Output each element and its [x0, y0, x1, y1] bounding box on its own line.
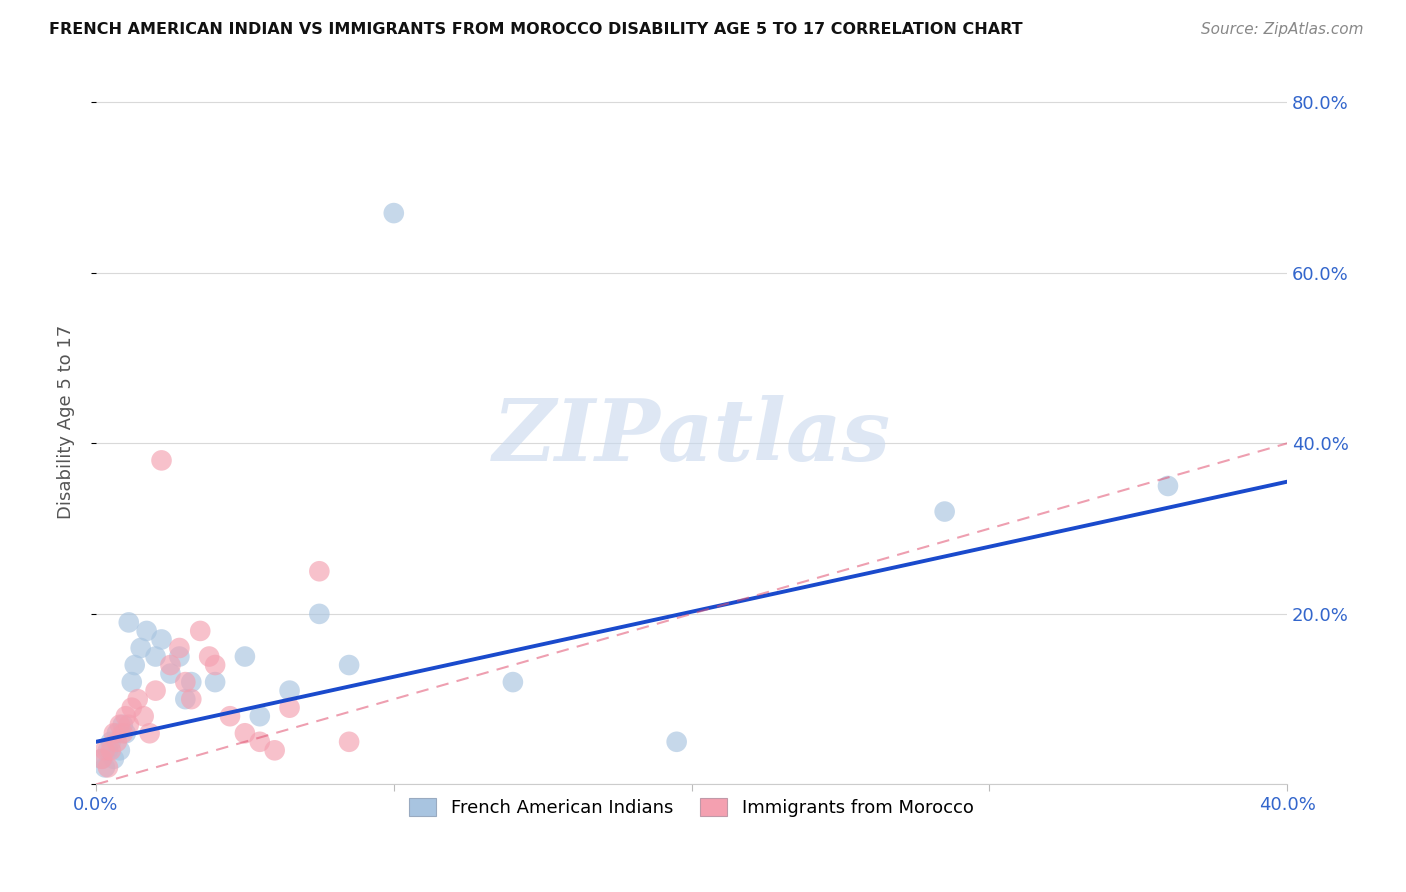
Point: [337, 658, 360, 673]
Point: [127, 692, 149, 706]
Point: [150, 453, 173, 467]
Point: [159, 658, 181, 673]
Point: [382, 206, 405, 220]
Point: [114, 709, 136, 723]
Point: [1157, 479, 1180, 493]
Point: [111, 717, 134, 731]
Point: [169, 649, 191, 664]
Point: [278, 700, 301, 714]
Point: [105, 735, 128, 749]
Point: [308, 607, 330, 621]
Point: [103, 752, 125, 766]
Point: [180, 692, 202, 706]
Point: [249, 735, 271, 749]
Point: [97, 760, 120, 774]
Point: [180, 675, 202, 690]
Point: [174, 675, 197, 690]
Point: [169, 640, 191, 655]
Point: [145, 683, 167, 698]
Point: [100, 735, 122, 749]
Point: [219, 709, 242, 723]
Point: [114, 726, 136, 740]
Text: Source: ZipAtlas.com: Source: ZipAtlas.com: [1201, 22, 1364, 37]
Point: [105, 726, 128, 740]
Point: [263, 743, 285, 757]
Point: [97, 743, 120, 757]
Y-axis label: Disability Age 5 to 17: Disability Age 5 to 17: [58, 325, 75, 519]
Point: [150, 632, 173, 647]
Point: [204, 675, 226, 690]
Legend: French American Indians, Immigrants from Morocco: French American Indians, Immigrants from…: [401, 789, 983, 826]
Point: [94, 760, 117, 774]
Point: [138, 726, 160, 740]
Point: [91, 752, 114, 766]
Point: [174, 692, 197, 706]
Point: [135, 624, 157, 638]
Point: [111, 726, 134, 740]
Point: [100, 743, 122, 757]
Point: [934, 504, 956, 518]
Point: [91, 752, 114, 766]
Point: [121, 675, 143, 690]
Text: FRENCH AMERICAN INDIAN VS IMMIGRANTS FROM MOROCCO DISABILITY AGE 5 TO 17 CORRELA: FRENCH AMERICAN INDIAN VS IMMIGRANTS FRO…: [49, 22, 1022, 37]
Point: [108, 743, 131, 757]
Point: [198, 649, 221, 664]
Point: [665, 735, 688, 749]
Text: ZIPatlas: ZIPatlas: [492, 395, 890, 478]
Point: [233, 649, 256, 664]
Point: [121, 700, 143, 714]
Point: [108, 717, 131, 731]
Point: [118, 717, 141, 731]
Point: [249, 709, 271, 723]
Point: [94, 743, 117, 757]
Point: [278, 683, 301, 698]
Point: [204, 658, 226, 673]
Point: [145, 649, 167, 664]
Point: [103, 726, 125, 740]
Point: [502, 675, 524, 690]
Point: [124, 658, 146, 673]
Point: [132, 709, 155, 723]
Point: [233, 726, 256, 740]
Point: [188, 624, 211, 638]
Point: [129, 640, 152, 655]
Point: [159, 666, 181, 681]
Point: [337, 735, 360, 749]
Point: [308, 564, 330, 578]
Point: [118, 615, 141, 630]
